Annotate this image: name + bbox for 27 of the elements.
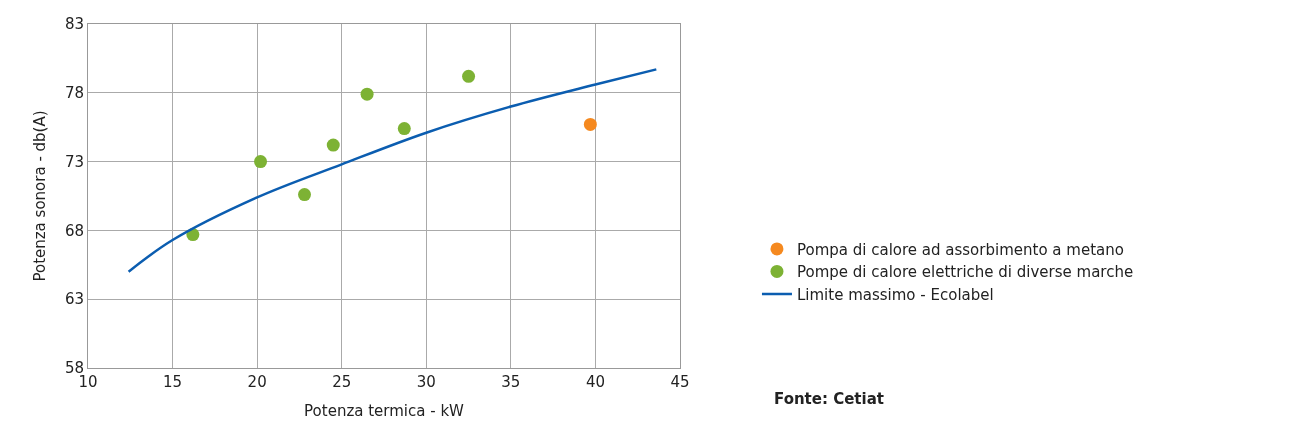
y-tick-label: 68: [64, 221, 84, 240]
point: [254, 155, 268, 169]
x-tick-label: 35: [501, 373, 521, 391]
point: [397, 122, 411, 136]
point: [462, 69, 476, 83]
point: [298, 188, 311, 202]
source-note: Fonte: Cetiat: [774, 390, 884, 408]
legend-label: Pompe di calore elettriche di diverse marche: [796, 263, 1134, 282]
y-tick-label: 83: [64, 15, 84, 34]
y-tick-label: 63: [64, 290, 84, 309]
x-tick-label: 45: [670, 373, 690, 391]
y-axis-title: Potenza sonora - db(A): [31, 110, 50, 282]
point: [326, 138, 340, 152]
x-tick-label: 15: [163, 373, 183, 391]
point: [360, 87, 374, 101]
x-tick-label: 25: [332, 373, 352, 391]
x-tick-label: 20: [247, 373, 267, 391]
x-tick-label: 30: [416, 373, 436, 391]
y-tick-label: 73: [64, 152, 84, 171]
point: [583, 117, 597, 131]
y-tick-label: 78: [64, 84, 84, 103]
legend-label: Limite massimo - Ecolabel: [796, 285, 994, 304]
x-tick-label: 40: [585, 373, 605, 391]
legend-label: Pompa di calore ad assorbimento a metano: [796, 240, 1124, 259]
x-axis-title: Potenza termica - kW: [304, 402, 465, 420]
line-series: [127, 68, 658, 273]
x-tick-label: 10: [78, 373, 98, 391]
